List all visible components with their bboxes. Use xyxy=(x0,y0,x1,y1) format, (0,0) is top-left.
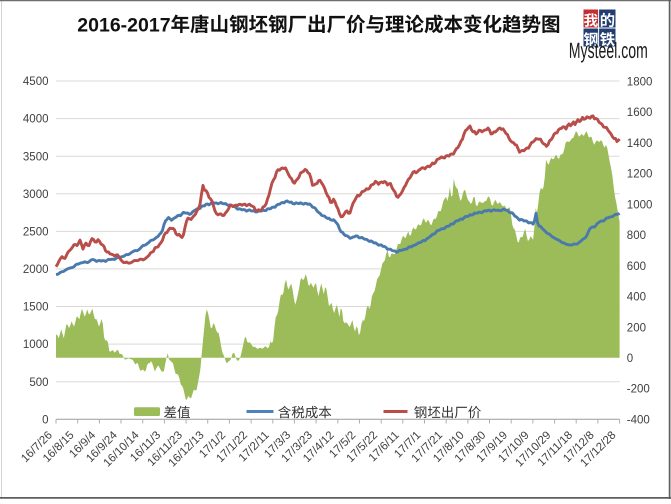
svg-text:0: 0 xyxy=(627,353,633,365)
svg-text:4500: 4500 xyxy=(23,76,49,88)
svg-text:200: 200 xyxy=(627,322,646,334)
svg-text:2000: 2000 xyxy=(23,264,49,276)
svg-text:-200: -200 xyxy=(627,384,650,396)
svg-text:-400: -400 xyxy=(627,414,650,426)
svg-text:3000: 3000 xyxy=(23,189,49,201)
svg-text:4000: 4000 xyxy=(23,114,49,126)
svg-text:1500: 1500 xyxy=(23,302,49,314)
svg-text:1000: 1000 xyxy=(23,339,49,351)
svg-text:1600: 1600 xyxy=(627,107,653,119)
svg-text:600: 600 xyxy=(627,261,646,273)
svg-text:0: 0 xyxy=(42,414,48,426)
svg-text:400: 400 xyxy=(627,292,646,304)
svg-text:500: 500 xyxy=(29,377,48,389)
svg-text:3500: 3500 xyxy=(23,151,49,163)
svg-text:800: 800 xyxy=(627,230,646,242)
svg-text:1400: 1400 xyxy=(627,138,653,150)
svg-text:1000: 1000 xyxy=(627,199,653,211)
svg-text:1200: 1200 xyxy=(627,169,653,181)
svg-text:2016-2017: 2016-2017 xyxy=(77,14,170,36)
svg-text:2500: 2500 xyxy=(23,227,49,239)
svg-text:1800: 1800 xyxy=(627,77,653,89)
